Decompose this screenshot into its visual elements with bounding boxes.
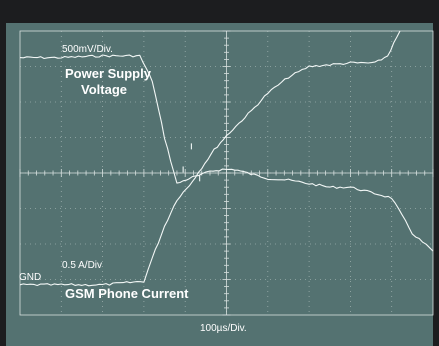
graticule — [19, 30, 434, 316]
traces — [19, 30, 434, 287]
ground-label: GND — [19, 272, 41, 283]
voltage-scale-label: 500mV/Div. — [62, 44, 113, 55]
current-name-label: GSM Phone Current — [65, 286, 189, 301]
series-line-power-supply-voltage — [19, 54, 434, 252]
voltage-name-line2: Voltage — [81, 82, 127, 97]
time-scale-label: 100µs/Div. — [200, 323, 247, 334]
current-scale-label: 0.5 A/Div — [62, 260, 102, 271]
scope-screen — [6, 23, 433, 346]
voltage-name-line1: Power Supply — [65, 66, 152, 81]
series-line-gsm-phone-current — [19, 30, 401, 287]
